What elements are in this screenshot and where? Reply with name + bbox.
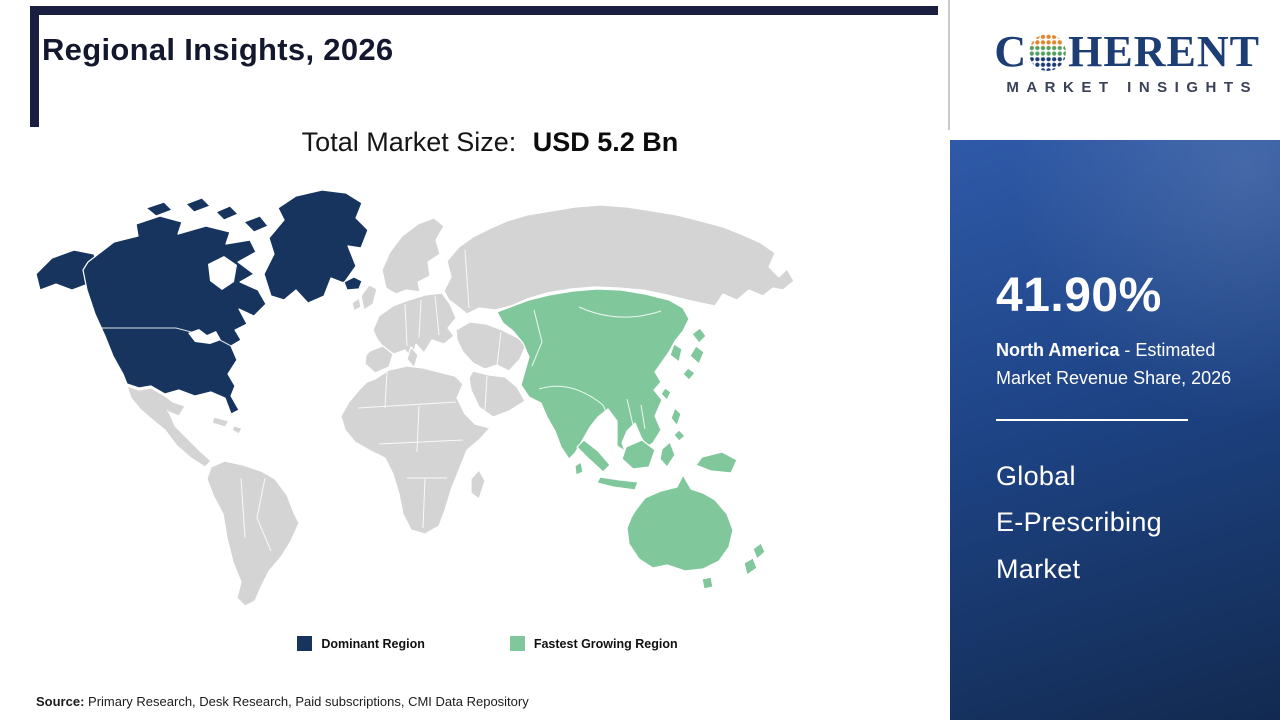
taiwan [660,387,672,401]
market-name-line-3: Market [996,553,1081,584]
logo-divider [948,0,950,130]
map-legend: Dominant Region Fastest Growing Region [35,636,940,651]
brand-tagline: MARKET INSIGHTS [1006,79,1258,96]
market-name-line-1: Global [996,460,1076,491]
europe-mainland [372,292,457,360]
africa-borders-2 [378,439,464,529]
japan-hokkaido [691,327,707,344]
africa-borders-1 [357,371,457,453]
legend-item-dominant: Dominant Region [297,636,425,651]
world-map [28,178,818,623]
stat-desc-rest: - Estimated Market Revenue Share, 2026 [996,340,1232,388]
hudson-bay [208,256,237,290]
mexico-central-america [126,385,212,468]
dominant-region-label: Dominant Region [321,636,425,651]
sumatra [576,439,611,473]
korea [669,343,683,363]
water-cutouts [188,256,237,344]
arctic-island-1 [145,201,173,217]
turkey-iran [455,321,527,372]
stat-region: North America [996,340,1120,360]
new-guinea [695,451,738,474]
region-asia-pacific [496,288,766,590]
stat-value: 41.90% [996,269,1162,322]
baffin-island [243,215,269,233]
arctic-island-3 [215,205,239,221]
top-border [30,6,938,15]
world-map-svg [35,189,795,607]
java [596,476,639,491]
brand-wordmark: C HERENT [994,30,1260,74]
stat-description: North America - Estimated Market Revenue… [996,337,1254,393]
legend-item-growing: Fastest Growing Region [509,636,678,651]
market-name-line-2: E-Prescribing [996,507,1162,538]
australia [626,474,734,572]
asia-borders-2 [538,385,646,430]
new-zealand-south [743,557,758,576]
new-zealand-north [752,542,766,560]
brand-letters-herent: HERENT [1068,27,1260,76]
hispaniola [231,425,243,435]
growing-region-label: Fastest Growing Region [533,636,678,651]
iberia [364,345,394,374]
brand-letter-c: C [994,27,1028,76]
sri-lanka [574,461,584,476]
market-size-value: USD 5.2 Bn [532,127,679,157]
mexico-border [166,409,178,425]
market-size-heading: Total Market Size: USD 5.2 Bn [35,127,945,158]
africa [340,365,491,535]
source-label: Source: [36,694,85,709]
market-name: Global E-Prescribing Market [996,453,1252,592]
region-north-america [35,189,369,415]
country-borders [101,249,662,552]
japan-kyushu [682,367,696,381]
south-america [206,460,300,607]
dominant-region-swatch [297,636,313,651]
market-size-label: Total Market Size: [301,127,517,157]
south-america-borders [240,477,272,552]
tasmania [701,576,714,590]
highlight-panel: 41.90% North America - Estimated Market … [950,140,1280,720]
globe-icon [1029,33,1067,71]
philippines-north [670,407,682,427]
asia-borders-1 [531,306,662,367]
japan-honshu [689,345,705,365]
borneo [621,439,656,470]
scandinavia [381,217,445,295]
great-lakes [188,329,221,344]
sulawesi [659,441,676,468]
europe-borders [404,249,470,347]
source-note: Source: Primary Research, Desk Research,… [36,694,529,709]
russia [443,204,795,315]
arabia [468,370,526,418]
brand-logo: C HERENT MARKET INSIGHTS [994,30,1260,97]
arctic-island-2 [185,197,211,213]
asia-mainland [496,288,690,460]
ireland [351,297,362,312]
middle-east-borders [484,331,502,411]
canada-usa [82,215,267,415]
page-title: Regional Insights, 2026 [42,32,394,67]
great-britain [360,284,378,311]
panel-divider [996,418,1188,421]
madagascar [470,469,486,500]
cuba [211,416,230,428]
source-text: Primary Research, Desk Research, Paid su… [84,694,529,709]
philippines-south [673,429,686,442]
left-border [30,6,39,127]
us-canada-border [101,327,236,349]
greenland [263,189,369,304]
region-rest-of-world [126,204,795,607]
iceland [343,276,363,291]
growing-region-swatch [509,636,525,651]
